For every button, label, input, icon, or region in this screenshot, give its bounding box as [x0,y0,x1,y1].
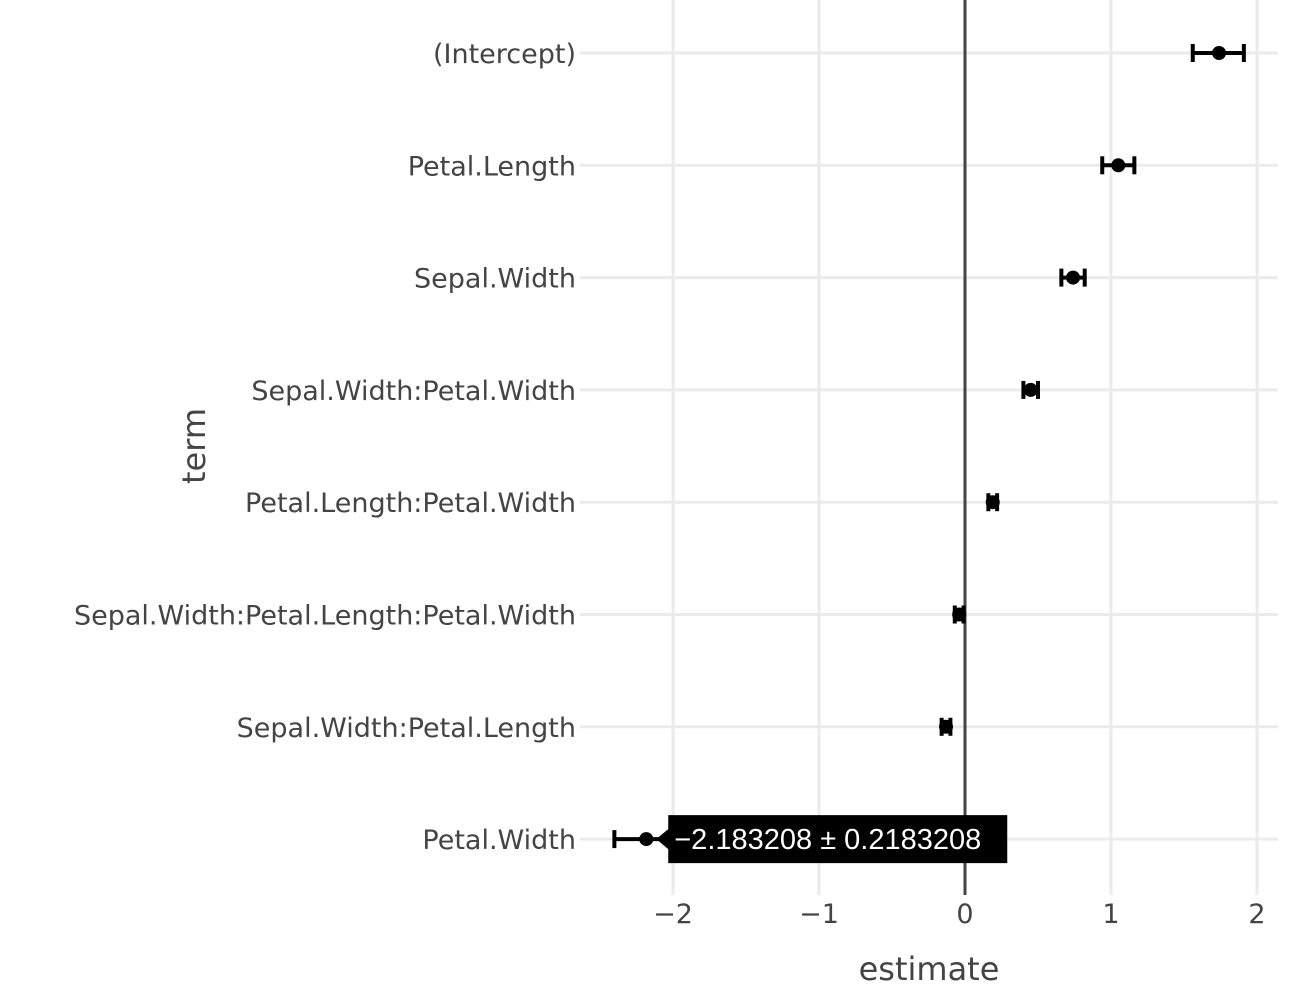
y-tick-label: (Intercept) [433,39,576,70]
coefficient-mark [1100,156,1137,175]
estimate-point [939,719,954,734]
x-tick-label: 2 [1248,899,1265,930]
grid-layer [580,0,1278,895]
tooltip-box [656,815,1008,864]
estimate-point [952,607,967,622]
coefficient-mark [1021,380,1040,399]
x-tick-label: 0 [956,899,973,930]
estimate-point [1023,382,1038,397]
x-tick-label: 1 [1102,899,1119,930]
y-axis-title: term [175,408,213,484]
x-tick-label: −1 [799,899,839,930]
coefficient-mark [1190,44,1246,62]
x-tick-label: −2 [653,899,693,930]
y-tick-label: Petal.Length:Petal.Width [245,488,576,519]
coefficient-mark [1059,268,1087,287]
y-tick-label: Sepal.Width [414,264,576,295]
estimate-point [1212,46,1227,60]
marks-layer [612,44,1246,849]
y-tick-label: Petal.Length [408,151,576,182]
y-tick-label: Petal.Width [422,825,576,856]
labels-layer: −2 −1 0 1 2 (Intercept) Petal.Length Sepal.Widt… [74,39,1266,930]
x-axis-title: estimate [859,950,1000,988]
tooltip-text: −2.183208 ± 0.2183208 [674,824,981,856]
y-tick-label: Sepal.Width:Petal.Width [251,376,576,407]
y-tick-label: Sepal.Width:Petal.Length [237,713,576,744]
coefficient-mark [952,605,967,624]
estimate-point [639,832,654,847]
estimate-point [1111,158,1126,173]
estimate-point [985,495,1000,510]
coefficient-mark [939,717,954,736]
estimate-point [1066,270,1081,285]
tooltip: −2.183208 ± 0.2183208 [656,815,1008,864]
coefficient-mark [985,493,1000,512]
y-tick-label: Sepal.Width:Petal.Length:Petal.Width [74,601,576,632]
